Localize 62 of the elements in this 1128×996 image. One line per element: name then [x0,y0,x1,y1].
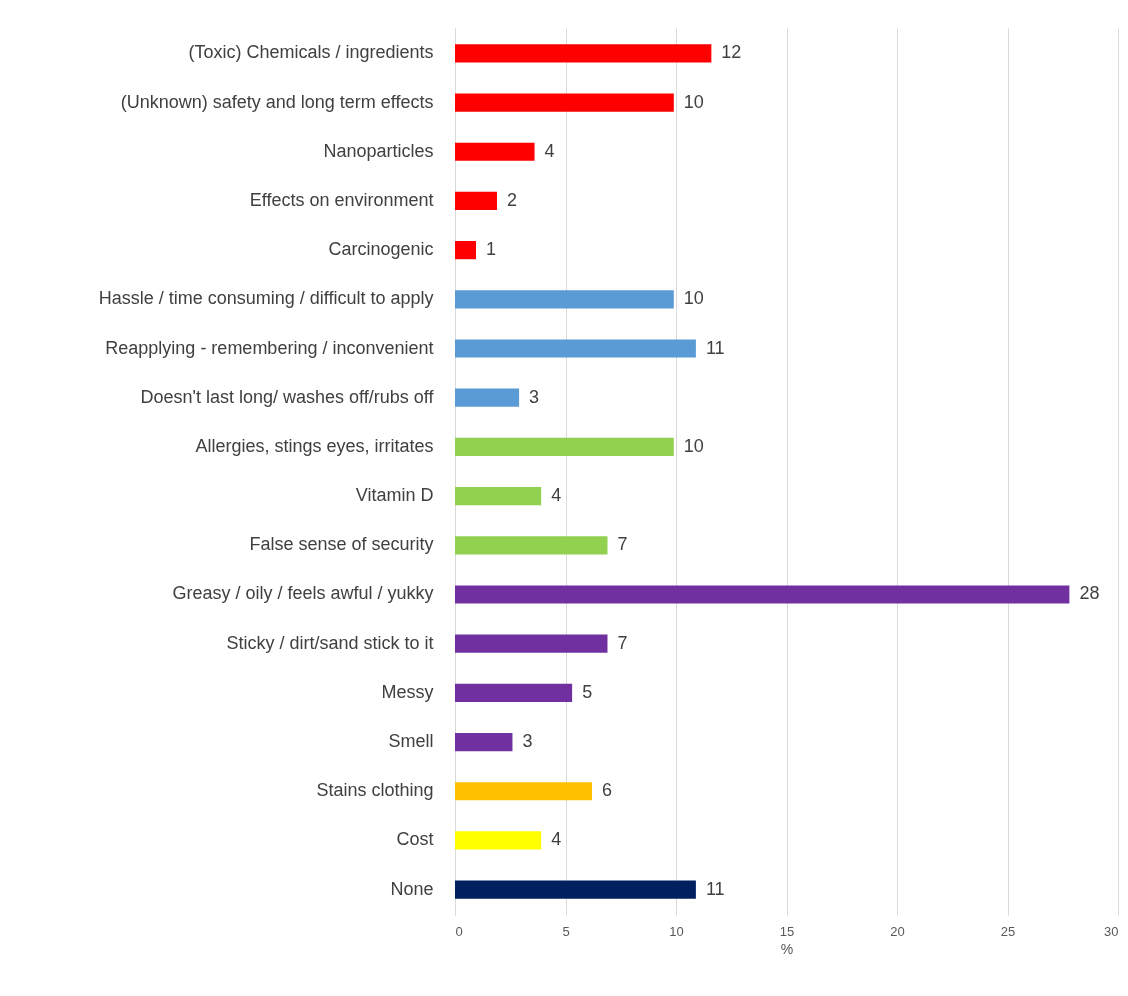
y-tick-label: Effects on environment [249,189,434,210]
data-label: 10 [683,435,704,456]
y-tick-label: Messy [381,681,434,702]
x-axis-title: % [780,940,794,957]
bar [455,782,593,801]
bar [455,44,712,63]
y-tick-label: Stains clothing [316,780,434,801]
data-label: 4 [551,829,562,850]
y-tick-label: Carcinogenic [328,239,434,260]
data-label: 7 [617,632,628,653]
y-tick-label: Doesn't last long/ washes off/rubs off [140,386,435,407]
data-label: 4 [544,140,555,161]
data-label: 3 [529,386,540,407]
y-tick-label: None [390,878,434,899]
data-label: 7 [617,534,628,555]
data-label: 6 [602,780,613,801]
bar [455,585,1070,604]
x-tick-label: 30 [1104,923,1119,939]
data-label: 10 [683,91,704,112]
bar [455,191,497,211]
data-label: 5 [582,681,593,702]
bar [455,241,476,260]
x-tick-label: 5 [562,923,570,939]
bar [455,487,542,506]
bar [455,536,608,555]
data-label: 3 [522,731,533,752]
y-tick-label: Greasy / oily / feels awful / yukky [172,583,434,604]
data-label: 2 [506,189,518,210]
bar [455,831,542,850]
y-tick-label: Nanoparticles [323,140,434,161]
data-label: 11 [705,337,725,358]
bar [455,732,513,752]
data-label: 10 [683,288,704,309]
y-tick-label: Sticky / dirt/sand stick to it [226,632,434,653]
data-label: 28 [1079,583,1100,604]
x-tick-label: 20 [890,923,905,939]
x-tick-label: 15 [779,923,795,939]
data-label: 4 [551,485,562,506]
y-tick-label: Hassle / time consuming / difficult to apply [98,288,434,309]
bar [455,93,674,112]
data-label: 1 [485,239,497,260]
bar [455,339,696,358]
y-tick-label: False sense of security [249,534,434,555]
x-tick-label: 0 [455,923,463,939]
data-label: 12 [721,42,742,63]
y-tick-label: Vitamin D [355,485,434,506]
bar [455,634,608,653]
bar [455,683,573,702]
y-tick-label: Allergies, stings eyes, irritates [195,435,434,456]
bar [455,142,535,161]
bar [455,290,674,309]
y-tick-label: (Unknown) safety and long term effects [120,91,434,112]
x-tick-label: 10 [669,923,684,939]
bar [455,437,674,456]
y-tick-label: Cost [396,829,434,850]
data-label: 11 [705,878,725,899]
y-tick-label: (Toxic) Chemicals / ingredients [188,42,434,63]
y-tick-label: Smell [388,731,434,752]
x-tick-label: 25 [1000,923,1016,939]
bar [455,388,520,407]
y-tick-label: Reapplying - remembering / inconvenient [105,337,434,358]
bar [455,880,696,899]
